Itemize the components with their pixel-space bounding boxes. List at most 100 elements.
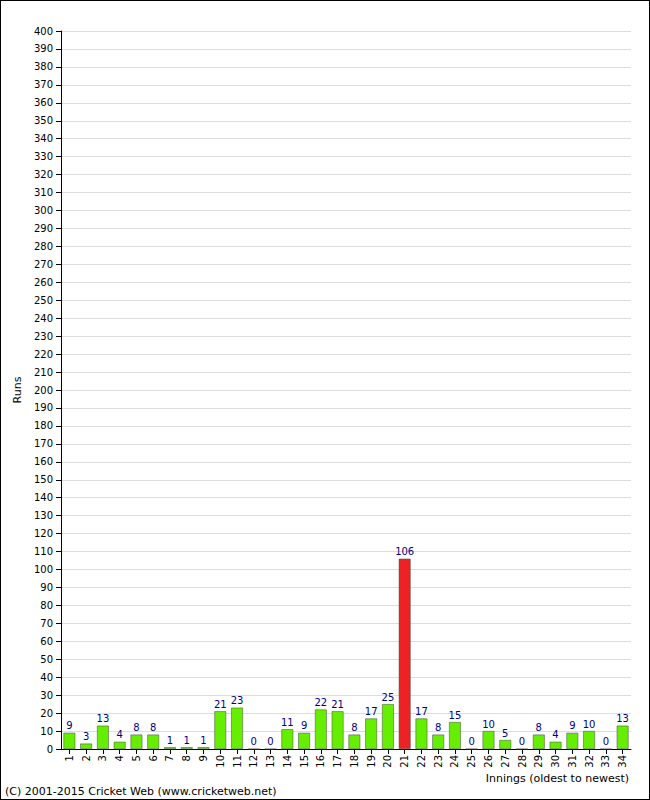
svg-text:17: 17 bbox=[415, 706, 428, 717]
svg-text:23: 23 bbox=[231, 695, 244, 706]
svg-text:1: 1 bbox=[64, 755, 75, 761]
svg-text:34: 34 bbox=[617, 755, 628, 768]
svg-text:150: 150 bbox=[34, 474, 53, 485]
svg-text:160: 160 bbox=[34, 456, 53, 467]
svg-text:70: 70 bbox=[40, 618, 53, 629]
svg-text:Innings (oldest to newest): Innings (oldest to newest) bbox=[486, 772, 629, 785]
svg-text:3: 3 bbox=[83, 731, 89, 742]
svg-text:0: 0 bbox=[603, 736, 609, 747]
svg-text:0: 0 bbox=[251, 736, 257, 747]
svg-text:29: 29 bbox=[533, 755, 544, 768]
svg-text:350: 350 bbox=[34, 115, 53, 126]
svg-text:5: 5 bbox=[502, 728, 508, 739]
svg-text:280: 280 bbox=[34, 241, 53, 252]
svg-text:13: 13 bbox=[265, 755, 276, 768]
svg-text:25: 25 bbox=[466, 755, 477, 768]
svg-text:28: 28 bbox=[517, 755, 528, 768]
svg-text:9: 9 bbox=[301, 720, 307, 731]
svg-text:19: 19 bbox=[366, 755, 377, 768]
svg-text:120: 120 bbox=[34, 528, 53, 539]
svg-text:8: 8 bbox=[133, 722, 139, 733]
svg-text:17: 17 bbox=[332, 755, 343, 768]
svg-text:20: 20 bbox=[40, 708, 53, 719]
svg-text:21: 21 bbox=[399, 755, 410, 768]
svg-text:0: 0 bbox=[469, 736, 475, 747]
svg-text:26: 26 bbox=[483, 755, 494, 768]
svg-text:110: 110 bbox=[34, 546, 53, 557]
svg-text:8: 8 bbox=[351, 722, 357, 733]
svg-text:30: 30 bbox=[40, 690, 53, 701]
svg-text:22: 22 bbox=[416, 755, 427, 768]
svg-text:5: 5 bbox=[131, 755, 142, 761]
svg-text:Runs: Runs bbox=[11, 376, 24, 403]
svg-text:330: 330 bbox=[34, 151, 53, 162]
svg-text:130: 130 bbox=[34, 510, 53, 521]
svg-text:30: 30 bbox=[550, 755, 561, 768]
svg-text:9: 9 bbox=[198, 755, 209, 761]
svg-text:1: 1 bbox=[200, 735, 206, 746]
svg-text:310: 310 bbox=[34, 187, 53, 198]
svg-text:10: 10 bbox=[215, 755, 226, 768]
svg-text:20: 20 bbox=[382, 755, 393, 768]
svg-text:4: 4 bbox=[552, 729, 558, 740]
svg-text:100: 100 bbox=[34, 564, 53, 575]
svg-text:80: 80 bbox=[40, 600, 53, 611]
svg-text:21: 21 bbox=[331, 699, 344, 710]
svg-text:15: 15 bbox=[449, 710, 462, 721]
svg-text:220: 220 bbox=[34, 349, 53, 360]
svg-text:24: 24 bbox=[449, 755, 460, 768]
svg-text:320: 320 bbox=[34, 169, 53, 180]
svg-text:180: 180 bbox=[34, 420, 53, 431]
svg-text:23: 23 bbox=[433, 755, 444, 768]
svg-text:60: 60 bbox=[40, 636, 53, 647]
svg-text:10: 10 bbox=[583, 719, 596, 730]
svg-text:22: 22 bbox=[314, 697, 327, 708]
svg-text:4: 4 bbox=[114, 755, 125, 761]
svg-text:25: 25 bbox=[382, 692, 395, 703]
svg-text:0: 0 bbox=[47, 744, 53, 755]
svg-text:10: 10 bbox=[482, 719, 495, 730]
svg-text:4: 4 bbox=[116, 729, 122, 740]
svg-text:290: 290 bbox=[34, 223, 53, 234]
svg-text:0: 0 bbox=[267, 736, 273, 747]
svg-text:340: 340 bbox=[34, 133, 53, 144]
svg-text:50: 50 bbox=[40, 654, 53, 665]
svg-text:400: 400 bbox=[34, 26, 53, 37]
svg-text:210: 210 bbox=[34, 367, 53, 378]
svg-text:1: 1 bbox=[167, 735, 173, 746]
svg-text:21: 21 bbox=[214, 699, 227, 710]
svg-text:260: 260 bbox=[34, 277, 53, 288]
svg-text:200: 200 bbox=[34, 385, 53, 396]
svg-text:13: 13 bbox=[616, 713, 629, 724]
svg-text:7: 7 bbox=[164, 755, 175, 761]
svg-text:270: 270 bbox=[34, 259, 53, 270]
svg-text:140: 140 bbox=[34, 492, 53, 503]
svg-text:15: 15 bbox=[299, 755, 310, 768]
svg-text:14: 14 bbox=[282, 755, 293, 768]
svg-text:(C) 2001-2015 Cricket Web (www: (C) 2001-2015 Cricket Web (www.cricketwe… bbox=[5, 785, 277, 798]
svg-text:106: 106 bbox=[395, 546, 414, 557]
svg-text:1: 1 bbox=[184, 735, 190, 746]
svg-text:300: 300 bbox=[34, 205, 53, 216]
svg-text:8: 8 bbox=[150, 722, 156, 733]
svg-text:360: 360 bbox=[34, 97, 53, 108]
svg-text:11: 11 bbox=[281, 717, 294, 728]
svg-text:90: 90 bbox=[40, 582, 53, 593]
svg-text:10: 10 bbox=[40, 726, 53, 737]
svg-text:8: 8 bbox=[435, 722, 441, 733]
svg-text:18: 18 bbox=[349, 755, 360, 768]
svg-text:380: 380 bbox=[34, 61, 53, 72]
svg-text:33: 33 bbox=[600, 755, 611, 768]
svg-text:17: 17 bbox=[365, 706, 378, 717]
svg-text:240: 240 bbox=[34, 313, 53, 324]
svg-text:13: 13 bbox=[97, 713, 110, 724]
svg-text:8: 8 bbox=[181, 755, 192, 761]
svg-text:190: 190 bbox=[34, 402, 53, 413]
svg-text:3: 3 bbox=[97, 755, 108, 761]
svg-text:170: 170 bbox=[34, 438, 53, 449]
svg-text:250: 250 bbox=[34, 295, 53, 306]
svg-text:27: 27 bbox=[500, 755, 511, 768]
svg-text:12: 12 bbox=[248, 755, 259, 768]
svg-text:40: 40 bbox=[40, 672, 53, 683]
svg-text:9: 9 bbox=[569, 720, 575, 731]
